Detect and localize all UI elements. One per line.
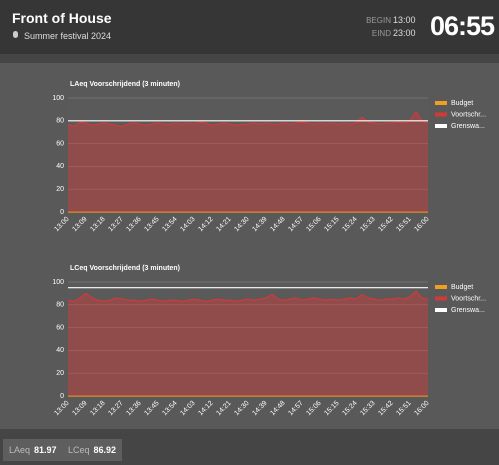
label: LAeq bbox=[9, 445, 31, 455]
legend-swatch bbox=[435, 308, 447, 312]
begin-time: 13:00 bbox=[393, 15, 416, 25]
legend-label: Voortschr... bbox=[451, 111, 486, 118]
y-tick-label: 20 bbox=[56, 186, 64, 193]
legend-swatch bbox=[435, 101, 447, 105]
y-tick-label: 60 bbox=[56, 140, 64, 147]
y-tick-label: 80 bbox=[56, 118, 64, 125]
y-tick-label: 0 bbox=[60, 209, 64, 216]
y-tick-label: 60 bbox=[56, 324, 64, 331]
legend-label: Grenswa... bbox=[451, 307, 485, 314]
end-label: EIND bbox=[371, 29, 391, 38]
end-time: 23:00 bbox=[393, 28, 416, 38]
title: Front of House bbox=[12, 10, 112, 26]
lceq-box: LCeq 86.92 bbox=[62, 439, 123, 461]
plot-bg bbox=[68, 98, 428, 212]
area bbox=[68, 111, 428, 212]
begin-label: BEGIN bbox=[366, 16, 391, 25]
legend-swatch bbox=[435, 285, 447, 289]
y-tick-label: 40 bbox=[56, 347, 64, 354]
mic-icon bbox=[13, 31, 18, 38]
legend-swatch bbox=[435, 112, 447, 117]
area bbox=[68, 291, 428, 396]
header: Front of House Summer festival 2024 BEGI… bbox=[0, 0, 499, 54]
value: 81.97 bbox=[34, 445, 57, 455]
y-tick-label: 100 bbox=[52, 279, 64, 286]
chart-title: LCeq Voorschrijdend (3 minuten) bbox=[70, 265, 180, 272]
value: 86.92 bbox=[93, 445, 117, 455]
subtitle: Summer festival 2024 bbox=[24, 31, 112, 41]
y-tick-label: 100 bbox=[52, 95, 64, 102]
clock: 06:55 bbox=[430, 11, 495, 41]
charts-panel: LAeq Voorschrijdend (3 minuten) 0 20 40 60 80… bbox=[0, 63, 499, 429]
legend-label: Budget bbox=[451, 100, 473, 107]
y-tick-label: 0 bbox=[60, 393, 64, 400]
legend-label: Grenswa... bbox=[451, 123, 485, 130]
y-tick-label: 80 bbox=[56, 302, 64, 309]
line bbox=[67, 110, 429, 128]
label: LCeq bbox=[68, 445, 90, 455]
line bbox=[67, 290, 429, 303]
legend-swatch bbox=[435, 124, 447, 128]
legend-label: Budget bbox=[451, 284, 473, 291]
legend-label: Voortschr... bbox=[451, 295, 486, 302]
plot-bg bbox=[68, 282, 428, 396]
laeq-box: LAeq 81.97 bbox=[3, 439, 63, 461]
chart-title: LAeq Voorschrijdend (3 minuten) bbox=[70, 81, 180, 88]
legend-swatch bbox=[435, 296, 447, 301]
y-tick-label: 20 bbox=[56, 370, 64, 377]
y-tick-label: 40 bbox=[56, 163, 64, 170]
